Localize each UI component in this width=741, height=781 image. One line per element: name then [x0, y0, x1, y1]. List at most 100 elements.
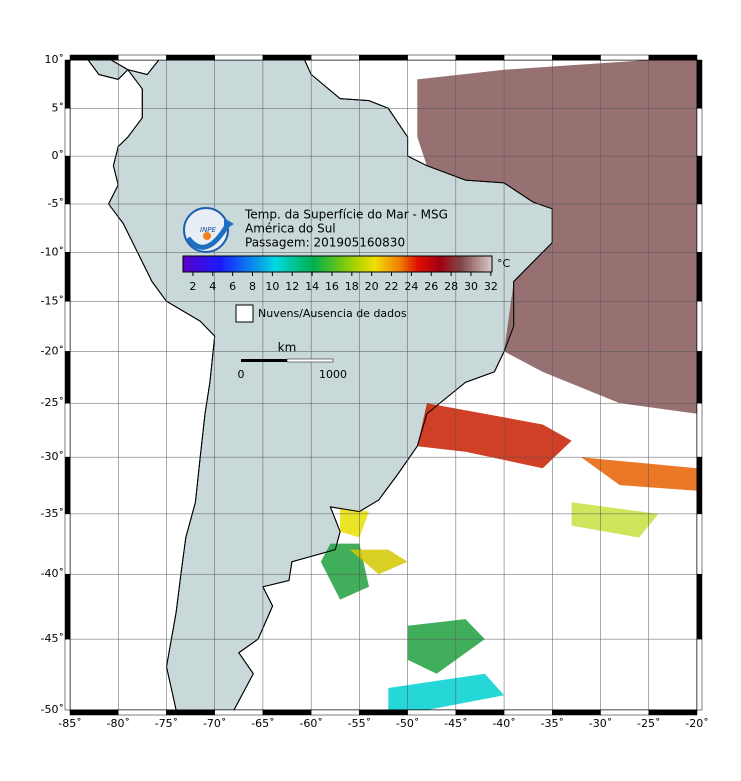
- frame-segment: [262, 709, 312, 716]
- colorbar-label: 16: [325, 280, 339, 293]
- frame-segment: [503, 54, 553, 61]
- frame-segment: [696, 402, 703, 458]
- frame-segment: [64, 203, 71, 253]
- colorbar-label: 18: [345, 280, 359, 293]
- frame-segment: [696, 638, 703, 711]
- x-tick-label: -25˚: [637, 717, 660, 730]
- frame-segment: [696, 108, 703, 157]
- y-tick-label: -15˚: [41, 294, 64, 307]
- colorbar-label: 14: [305, 280, 319, 293]
- x-tick-label: -50˚: [396, 717, 419, 730]
- colorbar-label: 4: [209, 280, 216, 293]
- colorbar-label: 32: [484, 280, 498, 293]
- x-tick-label: -60˚: [299, 717, 322, 730]
- scale-bar: [286, 358, 334, 363]
- frame-segment: [696, 351, 703, 404]
- pass: Passagem: 201905160830: [245, 236, 405, 250]
- frame-segment: [117, 54, 167, 61]
- frame-segment: [696, 513, 703, 575]
- y-tick-label: -50˚: [41, 703, 64, 716]
- frame-segment: [69, 709, 119, 716]
- frame-segment: [600, 709, 650, 716]
- x-tick-label: -45˚: [444, 717, 467, 730]
- frame-segment: [648, 54, 698, 61]
- frame-segment: [214, 54, 264, 61]
- frame-segment: [600, 54, 650, 61]
- y-tick-label: 5˚: [52, 101, 65, 114]
- colorbar-label: 20: [365, 280, 379, 293]
- frame-segment: [64, 513, 71, 575]
- frame-segment: [552, 54, 601, 61]
- frame-segment: [64, 252, 71, 302]
- x-tick-label: -20˚: [685, 717, 708, 730]
- sst-patch: [340, 508, 369, 538]
- frame-segment: [696, 573, 703, 640]
- y-tick-label: 0˚: [52, 149, 65, 162]
- frame-segment: [359, 54, 408, 61]
- frame-segment: [648, 709, 698, 716]
- frame-segment: [214, 709, 264, 716]
- frame-segment: [503, 709, 553, 716]
- sst-patch: [407, 619, 485, 674]
- region: América do Sul: [245, 222, 336, 236]
- y-tick-label: -20˚: [41, 344, 64, 357]
- sst-patch: [388, 673, 505, 710]
- x-tick-label: -65˚: [251, 717, 274, 730]
- logo: INPE: [183, 207, 234, 253]
- x-tick-label: -70˚: [203, 717, 226, 730]
- scale-unit: km: [278, 341, 297, 355]
- y-tick-label: -25˚: [41, 396, 64, 409]
- frame-segment: [64, 402, 71, 458]
- frame-segment: [64, 573, 71, 640]
- x-tick-label: -85˚: [58, 717, 81, 730]
- sst-patch: [571, 502, 659, 538]
- frame-segment: [696, 456, 703, 515]
- frame-segment: [359, 709, 408, 716]
- scale-label: 1000: [319, 368, 347, 381]
- frame-ticks: [64, 54, 703, 716]
- frame-segment: [696, 59, 703, 109]
- legend-box: [235, 304, 254, 323]
- unit: °C: [497, 257, 511, 270]
- colorbar-label: 28: [444, 280, 458, 293]
- sst-patch: [581, 457, 697, 491]
- colorbar-label: 12: [285, 280, 299, 293]
- frame-segment: [64, 155, 71, 205]
- x-tick-label: -30˚: [589, 717, 612, 730]
- y-tick-label: -35˚: [41, 507, 64, 520]
- logo-text: INPE: [200, 226, 217, 234]
- colorbar-label: 30: [464, 280, 478, 293]
- x-tick-label: -80˚: [106, 717, 129, 730]
- y-tick-label: -5˚: [48, 197, 64, 210]
- y-tick-label: 10˚: [45, 53, 65, 66]
- x-tick-label: -55˚: [348, 717, 371, 730]
- frame-segment: [407, 709, 457, 716]
- colorbar-label: 6: [229, 280, 236, 293]
- frame-segment: [117, 709, 167, 716]
- y-tick-label: -30˚: [41, 450, 64, 463]
- colorbar-label: 10: [265, 280, 279, 293]
- y-tick-label: -10˚: [41, 245, 64, 258]
- frame-segment: [310, 709, 360, 716]
- x-tick-label: -35˚: [541, 717, 564, 730]
- colorbar: [182, 255, 493, 273]
- frame-segment: [64, 59, 71, 109]
- x-tick-label: -40˚: [492, 717, 515, 730]
- frame-segment: [455, 54, 505, 61]
- x-tick-label: -75˚: [155, 717, 178, 730]
- colorbar-ticks: 2 4 6 8 10 12 14 16 18 20 22 24 26 28 30 32: [189, 272, 498, 293]
- scale-label: 0: [238, 368, 245, 381]
- colorbar-label: 8: [249, 280, 256, 293]
- sst-patch: [349, 549, 408, 575]
- colorbar-label: 24: [404, 280, 418, 293]
- colorbar-label: 2: [189, 280, 196, 293]
- frame-segment: [64, 108, 71, 157]
- frame-segment: [552, 709, 601, 716]
- frame-segment: [69, 54, 119, 61]
- frame-segment: [696, 155, 703, 205]
- frame-segment: [407, 54, 457, 61]
- frame-segment: [455, 709, 505, 716]
- sst-patch: [320, 543, 369, 600]
- frame-segment: [262, 54, 312, 61]
- frame-segment: [696, 203, 703, 253]
